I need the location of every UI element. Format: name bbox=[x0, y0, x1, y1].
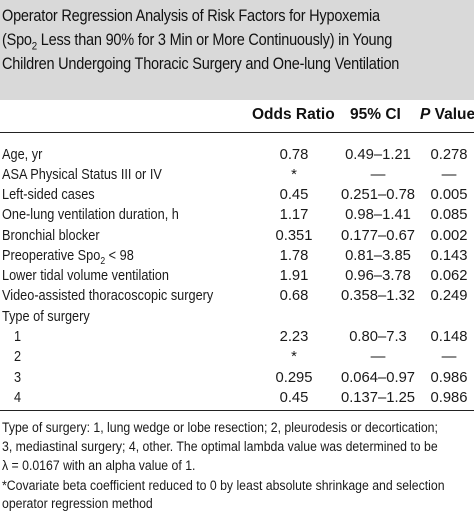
table-row: Age, yr 0.78 0.49–1.21 0.278 bbox=[0, 145, 474, 165]
odds-ratio-cell: 1.17 bbox=[279, 207, 309, 223]
table-row: 3 0.295 0.064–0.97 0.986 bbox=[0, 368, 474, 388]
p-value-cell: 0.986 bbox=[430, 370, 468, 386]
table-row: 2 * — — bbox=[0, 347, 474, 367]
footnote-line-5: operator regression method bbox=[2, 496, 153, 512]
odds-ratio-cell: 1.91 bbox=[279, 268, 309, 284]
odds-ratio-cell: 0.68 bbox=[279, 288, 309, 304]
title-line-2-post: Less than 90% for 3 Min or More Continuo… bbox=[36, 31, 393, 49]
row-label: ASA Physical Status III or IV bbox=[2, 167, 162, 183]
odds-ratio-cell: 1.78 bbox=[279, 248, 309, 264]
odds-ratio-cell: 0.45 bbox=[279, 187, 309, 203]
title-line-3: Children Undergoing Thoracic Surgery and… bbox=[2, 55, 400, 73]
footnote-line-3: λ = 0.0167 with an alpha value of 1. bbox=[2, 458, 196, 474]
table-row: 1 2.23 0.80–7.3 0.148 bbox=[0, 327, 474, 347]
p-value-cell: 0.005 bbox=[430, 187, 468, 203]
table-row: Preoperative Spo2 < 98 1.78 0.81–3.85 0.… bbox=[0, 246, 474, 266]
p-value-cell: 0.148 bbox=[430, 329, 468, 345]
ci-cell: 0.81–3.85 bbox=[345, 248, 411, 264]
footnote-line-2: 3, mediastinal surgery; 4, other. The op… bbox=[2, 439, 438, 455]
row-label: Left-sided cases bbox=[2, 187, 95, 203]
row-label-main: Preoperative Spo bbox=[2, 248, 101, 264]
table-row: One-lung ventilation duration, h 1.17 0.… bbox=[0, 205, 474, 225]
footnote-line-4: *Covariate beta coefficient reduced to 0… bbox=[2, 478, 445, 494]
ci-cell: 0.137–1.25 bbox=[340, 390, 416, 406]
footnote-line-1: Type of surgery: 1, lung wedge or lobe r… bbox=[2, 420, 438, 436]
header-odds-ratio: Odds Ratio bbox=[252, 106, 335, 123]
p-value-cell: 0.278 bbox=[430, 147, 468, 163]
p-value-cell: 0.143 bbox=[430, 248, 468, 264]
odds-ratio-cell: 0.351 bbox=[275, 228, 313, 244]
table-row: Left-sided cases 0.45 0.251–0.78 0.005 bbox=[0, 185, 474, 205]
row-label: One-lung ventilation duration, h bbox=[2, 207, 179, 223]
odds-ratio-cell: 0.45 bbox=[279, 390, 309, 406]
p-value-cell: 0.062 bbox=[430, 268, 468, 284]
p-value-cell: 0.986 bbox=[430, 390, 468, 406]
ci-cell: 0.49–1.21 bbox=[345, 147, 411, 163]
table-bottom-rule bbox=[0, 410, 474, 411]
header-p-rest: Value bbox=[430, 106, 474, 123]
ci-cell: 0.358–1.32 bbox=[340, 288, 416, 304]
p-value-cell: 0.085 bbox=[430, 207, 468, 223]
title-line-1: Operator Regression Analysis of Risk Fac… bbox=[2, 7, 380, 25]
table-row: Bronchial blocker 0.351 0.177–0.67 0.002 bbox=[0, 226, 474, 246]
odds-ratio-cell: * bbox=[291, 349, 297, 365]
table-row: Lower tidal volume ventilation 1.91 0.96… bbox=[0, 266, 474, 286]
row-label: 4 bbox=[14, 390, 22, 406]
ci-cell: 0.064–0.97 bbox=[340, 370, 416, 386]
row-label: Bronchial blocker bbox=[2, 228, 100, 244]
table-title: Operator Regression Analysis of Risk Fac… bbox=[0, 0, 474, 100]
row-label: Preoperative Spo2 < 98 bbox=[2, 246, 134, 266]
row-label: Type of surgery bbox=[2, 309, 90, 325]
odds-ratio-cell: 2.23 bbox=[279, 329, 309, 345]
ci-cell: 0.177–0.67 bbox=[340, 228, 416, 244]
row-label: 1 bbox=[14, 329, 22, 345]
row-label: Video-assisted thoracoscopic surgery bbox=[2, 288, 214, 304]
header-ci: 95% CI bbox=[350, 106, 401, 123]
ci-cell: 0.251–0.78 bbox=[340, 187, 416, 203]
title-line-2: (Spo2 Less than 90% for 3 Min or More Co… bbox=[2, 29, 393, 53]
header-p-value: P Value bbox=[420, 105, 474, 125]
ci-cell: — bbox=[370, 349, 386, 365]
row-label: Age, yr bbox=[2, 147, 43, 163]
p-value-cell: — bbox=[441, 349, 457, 365]
odds-ratio-cell: * bbox=[291, 167, 297, 183]
row-label-post: < 98 bbox=[105, 248, 134, 264]
table-row: Type of surgery bbox=[0, 307, 474, 327]
title-line-2-pre: (Spo bbox=[2, 31, 32, 49]
ci-cell: 0.80–7.3 bbox=[349, 329, 407, 345]
row-label: 2 bbox=[14, 349, 22, 365]
table-row: Video-assisted thoracoscopic surgery 0.6… bbox=[0, 286, 474, 306]
p-value-cell: 0.249 bbox=[430, 288, 468, 304]
row-label: Lower tidal volume ventilation bbox=[2, 268, 169, 284]
table-row: ASA Physical Status III or IV * — — bbox=[0, 165, 474, 185]
odds-ratio-cell: 0.78 bbox=[279, 147, 309, 163]
ci-cell: 0.96–3.78 bbox=[345, 268, 411, 284]
table-row: 4 0.45 0.137–1.25 0.986 bbox=[0, 388, 474, 408]
header-p-italic: P bbox=[420, 106, 431, 123]
row-label: 3 bbox=[14, 370, 22, 386]
odds-ratio-cell: 0.295 bbox=[275, 370, 313, 386]
header-rule bbox=[0, 132, 474, 133]
ci-cell: — bbox=[370, 167, 386, 183]
p-value-cell: 0.002 bbox=[430, 228, 468, 244]
ci-cell: 0.98–1.41 bbox=[345, 207, 411, 223]
title-line-2-sub: 2 bbox=[31, 40, 37, 53]
row-label-sub: 2 bbox=[100, 255, 106, 267]
p-value-cell: — bbox=[441, 167, 457, 183]
